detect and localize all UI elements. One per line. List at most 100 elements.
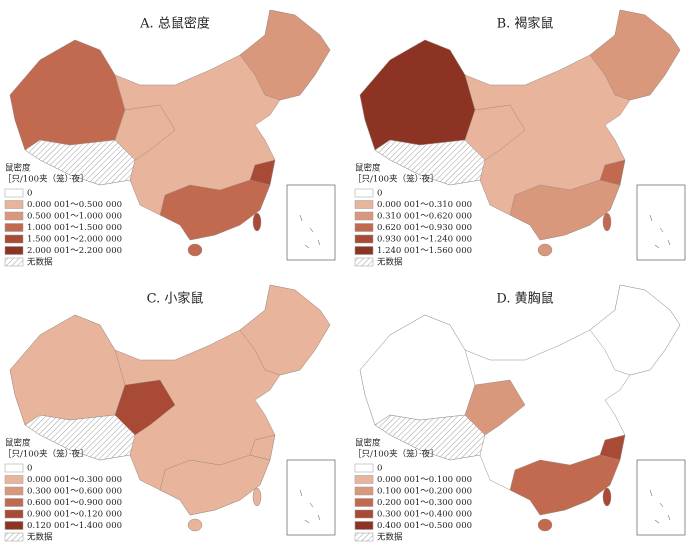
legend-swatch	[354, 509, 374, 519]
legend-label: 无数据	[27, 257, 53, 268]
legend-label: 0.000 001～0.500 000	[27, 200, 122, 210]
region	[589, 284, 681, 376]
panel-title: B. 褐家鼠	[497, 16, 554, 32]
legend-swatch	[4, 521, 24, 530]
region	[159, 179, 271, 241]
region	[249, 434, 276, 461]
region	[239, 284, 331, 376]
legend-swatch	[354, 463, 374, 473]
legend-label: 0.000 001～0.100 000	[377, 475, 472, 485]
legend-swatch	[354, 257, 374, 267]
legend-swatch	[354, 532, 374, 542]
inset-frame	[286, 184, 336, 261]
region	[359, 39, 476, 151]
island	[602, 212, 612, 232]
legend-label: 1.000 001～1.500 000	[27, 223, 122, 233]
island	[537, 243, 553, 257]
legend-swatch	[354, 475, 374, 484]
region-no-data	[24, 414, 136, 461]
legend-swatch	[4, 223, 24, 232]
legend-label: 0	[377, 189, 382, 199]
region	[509, 454, 621, 516]
region	[589, 9, 681, 101]
inset-islands	[649, 489, 671, 524]
legend-swatch	[4, 234, 24, 244]
legend-swatch	[4, 200, 24, 209]
legend-swatch	[354, 486, 374, 496]
panel-title: A. 总鼠密度	[139, 16, 210, 32]
legend-label: 1.500 001～2.000 000	[27, 235, 122, 245]
legend-label: 0.400 001～0.500 000	[377, 521, 472, 531]
legend-label: 2.000 001～2.200 000	[27, 246, 122, 256]
legend-label: 0	[377, 464, 382, 474]
island	[252, 487, 262, 507]
legend-label: 0.300 001～0.400 000	[377, 510, 472, 520]
island	[187, 243, 203, 257]
legend-unit: ［只/100夹（笼）·夜］	[3, 449, 89, 460]
legend-swatch	[4, 532, 24, 542]
legend-label: 0.600 001～0.900 000	[27, 498, 122, 508]
legend-swatch	[4, 188, 24, 198]
legend-label: 0.000 001～0.310 000	[377, 200, 472, 210]
legend-swatch	[354, 246, 374, 255]
region	[9, 314, 126, 426]
legend-label: 0.620 001～0.930 000	[377, 223, 472, 233]
legend-label: 0.300 001～0.600 000	[27, 487, 122, 497]
legend-label: 0.500 001～1.000 000	[27, 212, 122, 222]
legend-label: 0	[27, 189, 32, 199]
inset-frame	[636, 459, 686, 536]
legend-label: 0.310 001～0.620 000	[377, 212, 472, 222]
legend-swatch	[4, 211, 24, 221]
inset-frame	[636, 184, 686, 261]
inset-frame	[286, 459, 336, 536]
region	[599, 159, 626, 186]
legend-swatch	[354, 188, 374, 198]
legend-label: 0.200 001～0.300 000	[377, 498, 472, 508]
legend-label: 0.000 001～0.300 000	[27, 475, 122, 485]
legend-unit: ［只/100夹（笼）·夜］	[353, 174, 439, 185]
legend-label: 无数据	[377, 532, 403, 543]
legend-swatch	[354, 200, 374, 209]
legend-title: 鼠密度	[5, 163, 31, 174]
legend-swatch	[4, 257, 24, 267]
legend-label: 0	[27, 464, 32, 474]
legend-swatch	[4, 463, 24, 473]
island	[252, 212, 262, 232]
legend-unit: ［只/100夹（笼）·夜］	[353, 449, 439, 460]
island	[537, 518, 553, 532]
region-no-data	[24, 139, 136, 186]
legend-label: 0.930 001～1.240 000	[377, 235, 472, 245]
region	[509, 179, 621, 241]
region	[239, 9, 331, 101]
inset-islands	[299, 214, 321, 249]
legend-swatch	[4, 498, 24, 507]
legend-title: 鼠密度	[355, 438, 381, 449]
region	[599, 434, 626, 461]
legend-swatch	[4, 509, 24, 519]
legend-label: 无数据	[27, 532, 53, 543]
region-no-data	[374, 139, 486, 186]
legend-swatch	[354, 211, 374, 221]
legend-label: 0.900 001～0.120 000	[27, 510, 122, 520]
legend-label: 0.120 001～1.400 000	[27, 521, 122, 531]
inset-islands	[299, 489, 321, 524]
legend-unit: ［只/100夹（笼）·夜］	[3, 174, 89, 185]
island	[187, 518, 203, 532]
legend-swatch	[4, 246, 24, 255]
panel-title: C. 小家鼠	[147, 291, 204, 307]
region	[249, 159, 276, 186]
region-no-data	[374, 414, 486, 461]
legend-swatch	[354, 498, 374, 507]
region	[159, 454, 271, 516]
region	[359, 314, 476, 426]
island	[602, 487, 612, 507]
legend-label: 无数据	[377, 257, 403, 268]
legend-label: 1.240 001～1.560 000	[377, 246, 472, 256]
legend-title: 鼠密度	[355, 163, 381, 174]
panel-title: D. 黄胸鼠	[496, 292, 553, 307]
legend-swatch	[354, 234, 374, 244]
